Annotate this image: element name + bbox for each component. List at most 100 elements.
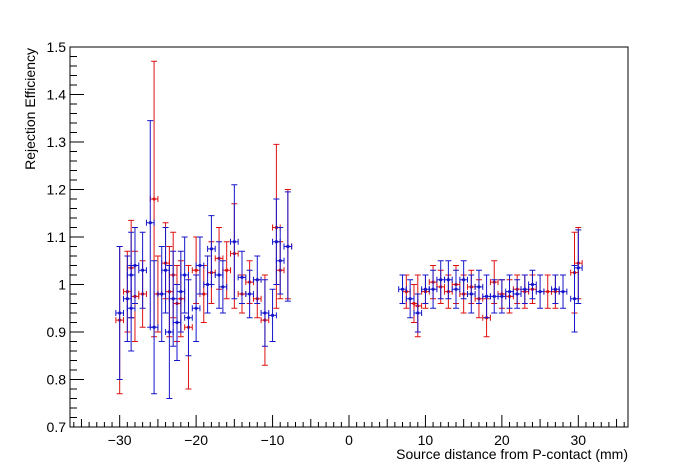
marker	[179, 290, 183, 294]
data-point	[115, 246, 125, 380]
marker	[270, 313, 275, 317]
marker	[278, 259, 282, 263]
data-point	[275, 227, 285, 295]
data-point	[535, 274, 545, 309]
y-tick-label: 0.8	[47, 372, 67, 388]
marker	[561, 290, 565, 294]
marker	[576, 266, 580, 270]
marker	[152, 325, 156, 329]
data-point	[184, 279, 193, 357]
y-tick-label: 1.1	[47, 229, 67, 245]
marker	[171, 297, 175, 301]
marker	[198, 263, 202, 268]
marker	[232, 240, 236, 244]
marker	[202, 292, 206, 296]
marker	[194, 268, 198, 272]
marker	[248, 292, 252, 296]
data-point	[474, 269, 484, 304]
marker	[163, 268, 168, 272]
y-tick-label: 1.2	[47, 182, 67, 198]
data-point	[405, 279, 415, 319]
data-point	[482, 274, 491, 319]
data-point	[252, 255, 262, 304]
marker	[500, 294, 504, 298]
marker	[129, 306, 133, 310]
data-point	[558, 274, 568, 309]
marker	[209, 247, 214, 251]
marker	[492, 294, 496, 298]
data-layer	[115, 60, 583, 399]
marker	[205, 282, 210, 287]
series-2	[115, 120, 583, 399]
marker	[240, 275, 244, 279]
x-tick-label: 10	[418, 432, 434, 448]
y-tick-label: 1	[58, 277, 66, 293]
x-tick-label: 0	[345, 432, 353, 448]
data-point	[272, 198, 281, 285]
x-tick-label: −20	[184, 432, 208, 448]
data-point	[207, 215, 216, 285]
data-point	[451, 269, 461, 309]
marker	[175, 320, 179, 325]
data-point	[283, 191, 293, 302]
data-point	[260, 279, 270, 347]
marker	[225, 268, 229, 272]
data-point	[573, 229, 583, 304]
marker	[469, 292, 473, 296]
data-point	[512, 279, 522, 309]
marker	[217, 273, 221, 277]
marker	[152, 197, 156, 201]
data-point	[444, 260, 453, 300]
data-point	[180, 236, 189, 314]
x-tick-label: −30	[108, 432, 132, 448]
marker	[553, 287, 557, 291]
marker	[484, 294, 489, 298]
marker	[439, 278, 443, 282]
data-point	[413, 293, 423, 333]
marker	[523, 287, 527, 291]
marker	[160, 292, 164, 296]
marker	[462, 278, 466, 282]
data-point	[138, 231, 147, 309]
marker	[286, 244, 290, 249]
marker	[400, 287, 405, 291]
data-point	[191, 274, 201, 342]
data-point	[268, 288, 277, 342]
marker	[515, 292, 519, 296]
marker	[263, 311, 267, 315]
data-point	[520, 274, 530, 304]
marker	[454, 287, 458, 291]
y-tick-label: 0.9	[47, 324, 67, 340]
marker	[125, 297, 129, 301]
marker	[183, 273, 187, 277]
marker	[416, 311, 420, 315]
data-point	[428, 269, 438, 309]
axes: −30 −20 −10 0 10 20 30 0.7 0.8 0.9 1 1.1 1.2 1.3 1.4 1.…	[47, 39, 629, 448]
marker	[423, 287, 428, 291]
marker	[186, 316, 191, 320]
y-axis-title: Rejection Efficiency	[22, 48, 38, 170]
marker	[167, 330, 171, 334]
data-point	[436, 260, 446, 300]
data-point	[218, 260, 228, 314]
marker	[431, 287, 435, 291]
marker	[546, 290, 550, 294]
x-tick-label: −10	[261, 432, 285, 448]
data-point	[230, 184, 239, 300]
data-point	[398, 274, 407, 304]
data-point	[203, 255, 212, 314]
data-point	[195, 236, 205, 295]
data-point	[126, 265, 136, 352]
y-tick-label: 0.7	[47, 419, 67, 435]
data-point	[466, 274, 476, 314]
marker	[148, 221, 152, 225]
marker	[530, 282, 535, 287]
marker	[477, 285, 481, 289]
data-point	[149, 260, 159, 395]
data-point	[245, 269, 254, 319]
marker	[141, 268, 145, 272]
marker	[133, 263, 137, 268]
x-axis-title: Source distance from P-contact (mm)	[396, 446, 628, 462]
y-tick-label: 1.4	[47, 87, 67, 103]
